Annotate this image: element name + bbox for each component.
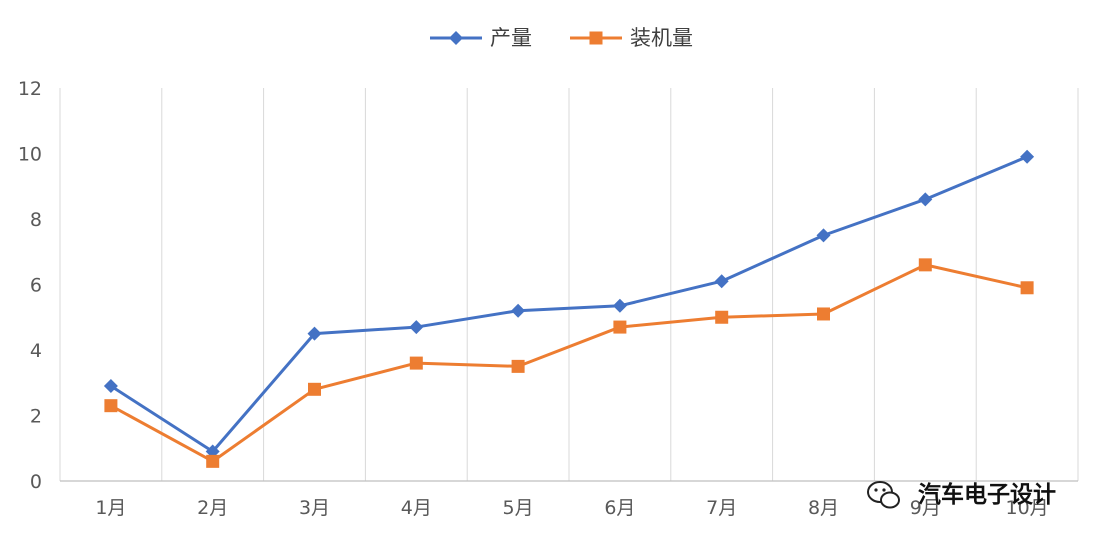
data-point — [409, 356, 423, 370]
data-point — [816, 228, 831, 243]
watermark: 汽车电子设计 — [867, 481, 1056, 509]
y-tick-label: 0 — [30, 471, 42, 493]
legend-label: 产量 — [490, 26, 532, 50]
gridlines — [59, 88, 1079, 481]
data-point — [715, 310, 729, 324]
x-tick-label: 1月 — [95, 497, 126, 519]
y-axis: 0 2 4 6 8 10 12 — [18, 78, 42, 493]
x-tick-label: 4月 — [401, 497, 432, 519]
data-point — [714, 274, 729, 289]
y-tick-label: 4 — [30, 340, 42, 362]
x-tick-label: 8月 — [808, 497, 839, 519]
legend: 产量 装机量 — [430, 26, 693, 50]
data-point — [918, 258, 932, 272]
data-point — [206, 454, 220, 468]
series-1 — [104, 258, 1034, 468]
data-point — [612, 298, 627, 313]
x-tick-label: 9月 — [910, 497, 941, 519]
x-tick-label: 2月 — [197, 497, 228, 519]
x-tick-label: 5月 — [503, 497, 534, 519]
data-point — [1020, 149, 1035, 164]
x-tick-label: 7月 — [706, 497, 737, 519]
y-tick-label: 12 — [18, 78, 42, 100]
data-point — [511, 359, 525, 373]
legend-item: 装机量 — [570, 26, 693, 50]
watermark-text: 汽车电子设计 — [918, 481, 1056, 508]
legend-label: 装机量 — [630, 26, 693, 50]
y-tick-label: 6 — [30, 275, 42, 297]
legend-marker — [449, 31, 463, 45]
x-tick-label: 3月 — [299, 497, 330, 519]
x-axis: 1月 2月 3月 4月 5月 6月 7月 8月 9月 10月 — [60, 480, 1078, 519]
series-line — [110, 263, 1028, 463]
data-point — [1020, 281, 1034, 295]
data-point — [613, 320, 627, 334]
series-layer — [103, 149, 1035, 468]
data-point — [918, 192, 933, 207]
data-point — [104, 399, 118, 413]
y-tick-label: 8 — [30, 209, 42, 231]
data-point — [817, 307, 830, 321]
y-tick-label: 2 — [30, 406, 42, 428]
data-point — [307, 326, 322, 341]
x-tick-label: 10月 — [1006, 497, 1049, 519]
series-0 — [103, 149, 1035, 459]
y-tick-label: 10 — [18, 144, 42, 166]
legend-marker — [589, 31, 603, 45]
wechat-icon — [867, 481, 900, 509]
data-point — [409, 320, 424, 335]
series-line — [110, 155, 1028, 454]
legend-item: 产量 — [430, 26, 532, 50]
data-point — [103, 379, 118, 394]
x-tick-label: 6月 — [604, 497, 635, 519]
data-point — [308, 382, 321, 396]
data-point — [511, 303, 526, 318]
